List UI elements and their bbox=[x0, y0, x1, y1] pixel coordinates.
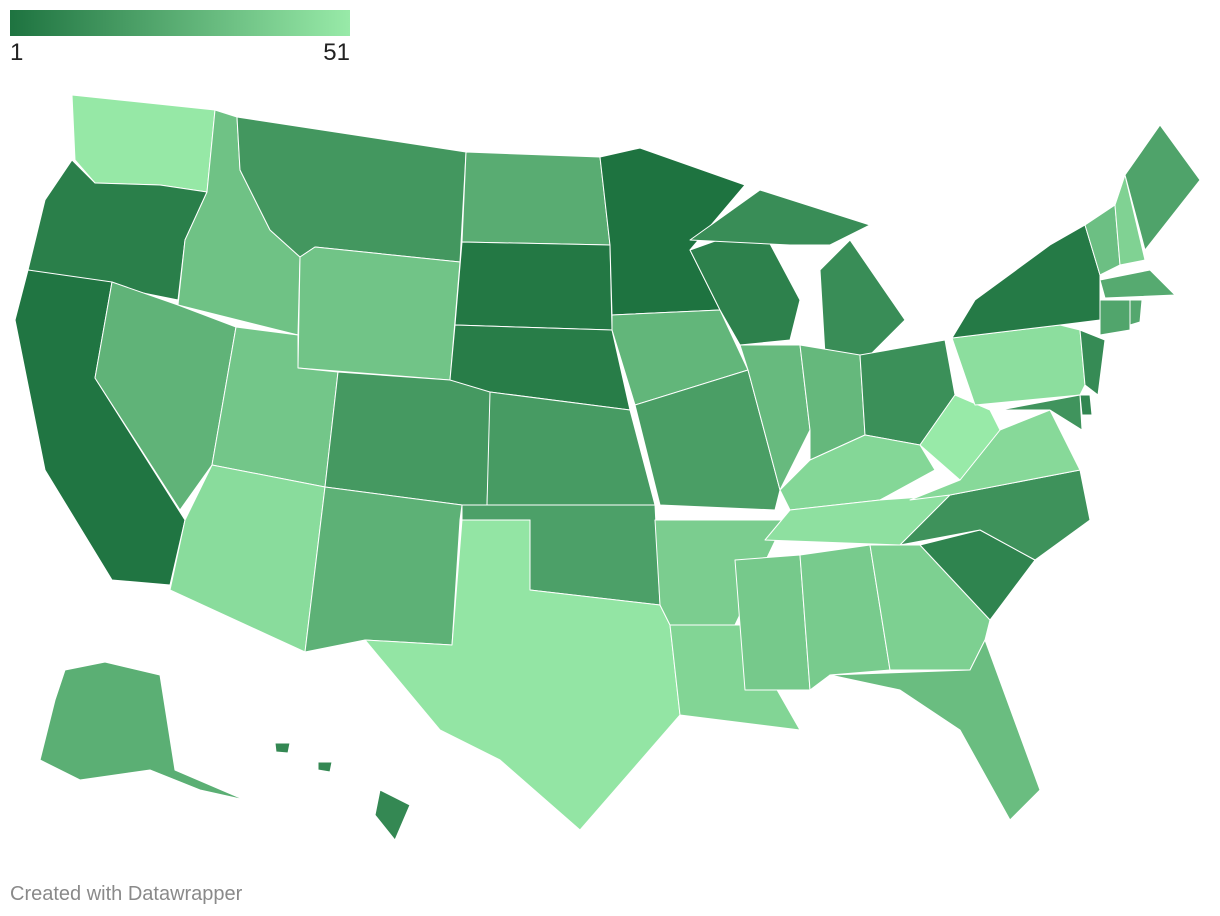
state-region bbox=[919, 394, 1001, 481]
state-region bbox=[669, 624, 801, 731]
state-region bbox=[951, 224, 1101, 339]
state-region bbox=[274, 742, 411, 841]
state-region bbox=[999, 394, 1083, 431]
state-region bbox=[1079, 329, 1106, 396]
state-region bbox=[454, 241, 613, 331]
state-region bbox=[297, 246, 461, 381]
state-region bbox=[951, 324, 1086, 406]
state-region bbox=[169, 464, 326, 653]
state-region bbox=[1079, 394, 1093, 416]
state-region bbox=[1124, 124, 1201, 251]
state-region bbox=[39, 661, 246, 801]
state-region bbox=[734, 554, 811, 691]
state-region bbox=[739, 344, 811, 491]
state-region bbox=[324, 371, 493, 506]
state-region bbox=[1099, 299, 1131, 336]
state-region bbox=[799, 544, 891, 691]
state-region bbox=[634, 369, 781, 511]
state-region bbox=[689, 189, 906, 356]
legend-gradient bbox=[10, 10, 350, 36]
states bbox=[14, 94, 1201, 841]
state-region bbox=[461, 151, 611, 246]
state-region bbox=[829, 639, 1041, 821]
state-region bbox=[1114, 174, 1146, 266]
state-region bbox=[1129, 299, 1143, 326]
legend-min-label: 1 bbox=[10, 39, 23, 66]
legend-max-label: 51 bbox=[323, 39, 350, 66]
state-region bbox=[71, 94, 216, 193]
footer-credit: Created with Datawrapper bbox=[10, 883, 243, 905]
state-region bbox=[1099, 269, 1176, 299]
state-region bbox=[304, 486, 463, 653]
state-region bbox=[364, 519, 681, 831]
